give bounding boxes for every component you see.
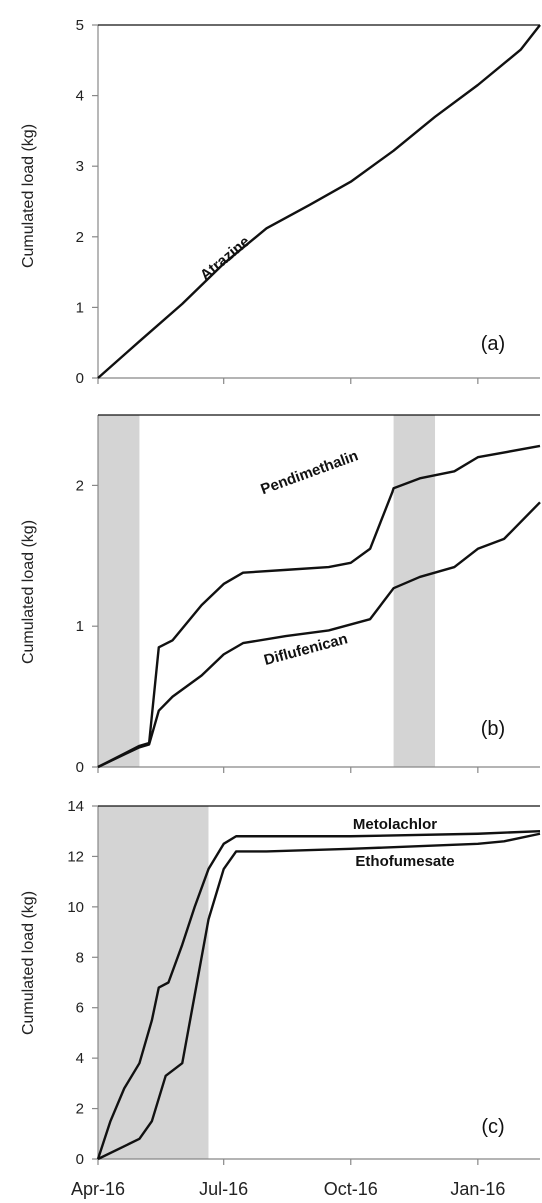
series-line-diflufenican xyxy=(97,501,541,769)
panel-c: Cumulated load (kg) (c) 0 2 4 6 8 10 12 14 Apr-1… xyxy=(20,798,541,1199)
shaded-period xyxy=(393,415,436,767)
series-line-pendimethalin xyxy=(97,444,541,769)
panel-tag: (b) xyxy=(481,718,505,740)
plot-area xyxy=(92,414,540,773)
shaded-period xyxy=(98,806,209,1159)
x-tick-label: Oct-16 xyxy=(324,1179,378,1199)
y-tick-label: 6 xyxy=(76,1000,84,1017)
series-label-atrazine: Atrazine xyxy=(197,233,253,284)
y-tick-label: 1 xyxy=(76,299,84,316)
y-axis-label: Cumulated load (kg) xyxy=(20,124,37,268)
x-tick-label: Jan-16 xyxy=(450,1179,505,1199)
y-axis-label: Cumulated load (kg) xyxy=(20,891,37,1035)
x-tick-label: Jul-16 xyxy=(199,1179,248,1199)
series-label-pendimethalin: Pendimethalin xyxy=(258,447,360,498)
panel-a: Cumulated load (kg) (a) 0 1 2 3 4 5 Atrazine xyxy=(20,17,541,387)
y-tick-label: 2 xyxy=(76,229,84,246)
panel-b: Cumulated load (kg) (b) 0 1 2 Pendimethalin… xyxy=(20,414,541,776)
y-tick-label: 0 xyxy=(76,370,84,387)
series-line-ethofumesate xyxy=(97,832,541,1161)
panel-tag: (a) xyxy=(481,333,505,355)
series-label-metolachlor: Metolachlor xyxy=(353,816,437,833)
shaded-period xyxy=(98,415,140,767)
series-line-metolachlor xyxy=(96,830,541,1160)
x-tick-label: Apr-16 xyxy=(71,1179,125,1199)
panel-tag: (c) xyxy=(481,1116,504,1138)
plot-area xyxy=(92,24,540,384)
y-axis-label: Cumulated load (kg) xyxy=(20,520,37,664)
y-tick-label: 5 xyxy=(76,17,84,34)
y-tick-label: 2 xyxy=(76,477,84,494)
plot-area xyxy=(92,805,540,1165)
y-tick-label: 8 xyxy=(76,949,84,966)
series-line-atrazine xyxy=(97,24,541,379)
y-tick-label: 1 xyxy=(76,618,84,635)
y-tick-label: 0 xyxy=(76,1151,84,1168)
y-tick-label: 14 xyxy=(67,798,84,815)
y-tick-label: 10 xyxy=(67,899,84,916)
y-tick-label: 3 xyxy=(76,158,84,175)
y-tick-label: 2 xyxy=(76,1101,84,1118)
y-tick-label: 4 xyxy=(76,88,84,105)
series-label-ethofumesate: Ethofumesate xyxy=(355,853,454,870)
y-tick-label: 0 xyxy=(76,759,84,776)
y-tick-label: 4 xyxy=(76,1050,84,1067)
series-label-diflufenican: Diflufenican xyxy=(262,630,349,669)
y-tick-label: 12 xyxy=(67,848,84,865)
